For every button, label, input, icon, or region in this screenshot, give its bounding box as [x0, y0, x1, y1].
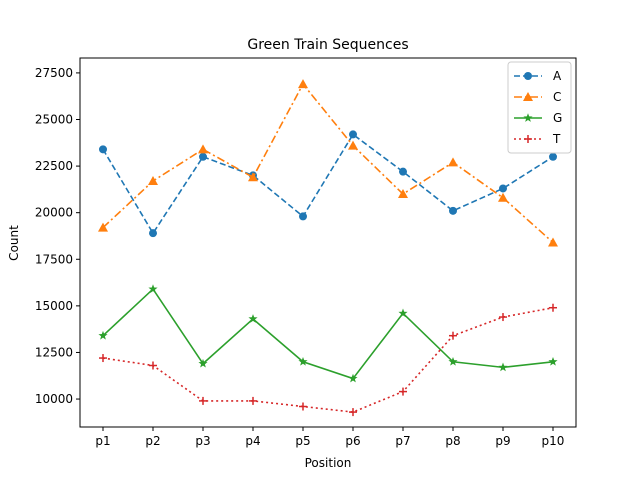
- data-point: [298, 356, 308, 366]
- data-point: [548, 356, 558, 366]
- x-tick-label: p3: [195, 434, 210, 448]
- legend-item-t: T: [514, 132, 561, 146]
- legend-box: [507, 61, 572, 154]
- data-point: [549, 303, 557, 312]
- data-point: [549, 152, 557, 161]
- data-point: [498, 362, 508, 372]
- y-tick-label: 15000: [35, 299, 73, 313]
- data-point: [348, 140, 358, 150]
- data-point: [248, 172, 258, 182]
- data-point: [399, 387, 407, 396]
- data-point: [498, 192, 508, 202]
- series-line: [102, 82, 554, 244]
- x-tick-label: p5: [295, 434, 310, 448]
- legend-label: T: [552, 132, 561, 146]
- data-point: [148, 176, 158, 185]
- data-point: [149, 361, 157, 370]
- y-tick-label: 17500: [35, 252, 73, 266]
- data-point: [398, 308, 408, 318]
- y-tick-label: 12500: [35, 345, 73, 359]
- data-point: [198, 358, 208, 368]
- series-line: [102, 133, 554, 235]
- data-point: [249, 396, 257, 405]
- legend-item-g: G: [514, 111, 562, 125]
- data-point: [449, 331, 457, 340]
- data-point: [149, 229, 157, 238]
- legend-marker: [524, 135, 532, 143]
- data-point: [499, 313, 507, 322]
- legend-marker: [524, 72, 532, 80]
- y-tick-label: 27500: [35, 66, 73, 80]
- x-axis: p1 p2 p3 p4 p5 p6 p7 p8 p9 p10: [95, 427, 564, 448]
- data-point: [349, 408, 357, 417]
- data-point: [399, 167, 407, 176]
- data-point: [199, 396, 207, 405]
- data-point: [348, 373, 358, 383]
- series-line: [102, 306, 554, 413]
- legend-label: C: [553, 90, 561, 104]
- legend-label: A: [553, 69, 562, 83]
- series-a: [99, 130, 557, 238]
- y-axis-label: Count: [7, 225, 21, 261]
- data-point: [199, 152, 207, 161]
- data-point: [299, 402, 307, 411]
- data-point: [448, 157, 458, 167]
- data-point: [99, 354, 107, 363]
- x-tick-label: p6: [345, 434, 360, 448]
- data-point: [449, 206, 457, 215]
- data-point: [248, 314, 258, 323]
- x-tick-label: p1: [95, 434, 110, 448]
- x-tick-label: p9: [495, 434, 510, 448]
- data-point: [198, 144, 208, 154]
- x-tick-label: p2: [145, 434, 160, 448]
- series-line: [102, 287, 554, 380]
- data-point: [448, 356, 458, 366]
- legend-label: G: [553, 111, 562, 125]
- data-point: [98, 330, 108, 340]
- y-tick-label: 22500: [35, 159, 73, 173]
- legend-marker: [523, 92, 533, 101]
- x-tick-label: p10: [542, 434, 565, 448]
- data-point: [548, 237, 558, 247]
- legend-item-c: C: [514, 90, 561, 104]
- data-point: [299, 212, 307, 221]
- x-tick-label: p4: [245, 434, 260, 448]
- legend-marker: [523, 113, 533, 122]
- y-tick-label: 25000: [35, 113, 73, 127]
- data-point: [98, 222, 108, 232]
- x-tick-label: p7: [395, 434, 410, 448]
- axes-frame: [79, 57, 577, 428]
- series-t: [99, 303, 557, 417]
- series-g: [98, 284, 558, 383]
- x-tick-label: p8: [445, 434, 460, 448]
- data-point: [148, 284, 158, 293]
- y-tick-label: 10000: [35, 392, 73, 406]
- x-axis-label: Position: [305, 456, 352, 470]
- data-point: [499, 184, 507, 193]
- legend-item-a: A: [514, 69, 562, 83]
- data-point: [398, 189, 408, 199]
- data-point: [298, 79, 308, 89]
- data-point: [99, 145, 107, 154]
- plot-area: [98, 79, 558, 417]
- data-point: [349, 130, 357, 139]
- y-axis: 10000 12500 15000 17500 20000 22500 25000 27500: [35, 66, 80, 406]
- chart-title: Green Train Sequences: [247, 37, 408, 53]
- series-c: [98, 79, 558, 247]
- y-tick-label: 20000: [35, 206, 73, 220]
